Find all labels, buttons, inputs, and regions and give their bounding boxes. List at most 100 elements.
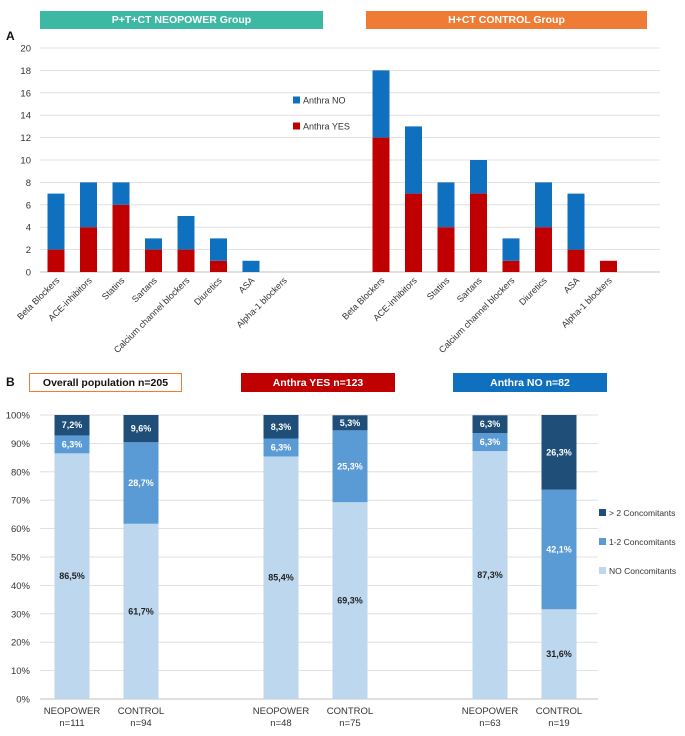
stacked-segment xyxy=(123,415,159,443)
anthra-no-banner: Anthra NO n=82 xyxy=(453,373,607,392)
x-category-n-label: n=94 xyxy=(130,718,151,729)
bar-anthra-no xyxy=(567,193,585,250)
y-tick-label: 10% xyxy=(11,666,31,677)
stacked-segment xyxy=(54,415,90,436)
y-tick-label: 2 xyxy=(26,245,31,256)
stacked-segment xyxy=(54,453,90,699)
y-tick-label: 4 xyxy=(26,223,31,234)
x-category-n-label: n=75 xyxy=(339,718,360,729)
neopower-group-banner: P+T+CT NEOPOWER Group xyxy=(40,11,323,29)
panel-b-letter: B xyxy=(6,375,15,389)
legend-swatch xyxy=(599,567,606,574)
data-label: 69,3% xyxy=(337,596,363,606)
stacked-segment xyxy=(541,415,577,490)
x-category-label: NEOPOWER xyxy=(44,706,101,717)
overall-population-banner: Overall population n=205 xyxy=(29,373,182,392)
y-tick-label: 20 xyxy=(20,44,31,55)
stacked-segment xyxy=(541,609,577,699)
data-label: 6,3% xyxy=(480,419,501,429)
control-group-banner: H+CT CONTROL Group xyxy=(366,11,647,29)
legend-swatch xyxy=(599,509,606,516)
data-label: 8,3% xyxy=(271,422,292,432)
x-category-label: NEOPOWER xyxy=(253,706,310,717)
bar-anthra-yes xyxy=(470,193,487,272)
bar-anthra-yes xyxy=(177,249,195,272)
bar-anthra-no xyxy=(242,260,260,272)
stacked-segment xyxy=(54,435,90,454)
legend-label: Anthra NO xyxy=(303,96,346,106)
x-category-label: NEOPOWER xyxy=(462,706,519,717)
stacked-segment xyxy=(332,415,368,431)
stacked-segment xyxy=(472,451,508,699)
y-tick-label: 0% xyxy=(16,695,30,706)
bar-anthra-yes xyxy=(112,204,130,272)
stacked-segment xyxy=(472,433,508,452)
bar-anthra-no xyxy=(112,182,130,205)
legend-label: > 2 Concomitants xyxy=(609,508,675,518)
y-tick-label: 40% xyxy=(11,581,31,592)
bar-anthra-no xyxy=(372,70,390,138)
x-category-label: CONTROL xyxy=(327,706,373,717)
y-tick-label: 70% xyxy=(11,496,31,507)
bar-anthra-yes xyxy=(80,227,97,272)
data-label: 28,7% xyxy=(128,478,154,488)
bar-anthra-yes xyxy=(600,260,617,272)
y-tick-label: 10 xyxy=(20,156,31,167)
data-label: 7,2% xyxy=(62,420,83,430)
bar-anthra-yes xyxy=(372,137,390,272)
panel-a-letter: A xyxy=(6,29,15,43)
data-label: 25,3% xyxy=(337,461,363,471)
y-tick-label: 30% xyxy=(11,609,31,620)
bar-anthra-no xyxy=(437,182,455,228)
data-label: 26,3% xyxy=(546,447,572,457)
data-label: 42,1% xyxy=(546,544,572,554)
bar-anthra-no xyxy=(535,182,552,228)
bar-anthra-yes xyxy=(437,227,455,272)
data-label: 31,6% xyxy=(546,649,572,659)
bar-anthra-yes xyxy=(210,260,227,272)
legend-label: NO Concomitants xyxy=(609,566,676,576)
y-tick-label: 50% xyxy=(11,553,31,564)
bar-anthra-no xyxy=(405,126,422,194)
bar-anthra-yes xyxy=(502,260,520,272)
data-label: 85,4% xyxy=(268,573,294,583)
legend-swatch xyxy=(599,538,606,545)
bar-anthra-no xyxy=(177,216,195,250)
y-tick-label: 100% xyxy=(6,411,31,422)
y-tick-label: 90% xyxy=(11,439,31,450)
bar-anthra-yes xyxy=(535,227,552,272)
data-label: 6,3% xyxy=(271,443,292,453)
data-label: 5,3% xyxy=(340,418,361,428)
y-tick-label: 16 xyxy=(20,88,31,99)
y-tick-label: 6 xyxy=(26,200,31,211)
x-category-label: CONTROL xyxy=(536,706,582,717)
stacked-segment xyxy=(123,523,159,699)
stacked-segment xyxy=(541,489,577,610)
legend-label: 1-2 Concomitants xyxy=(609,537,676,547)
bar-anthra-no xyxy=(502,238,520,261)
data-label: 6,3% xyxy=(480,437,501,447)
data-label: 61,7% xyxy=(128,606,154,616)
bar-anthra-no xyxy=(80,182,97,228)
x-category-n-label: n=111 xyxy=(59,718,84,729)
legend-label: Anthra YES xyxy=(303,122,350,132)
legend-swatch xyxy=(293,96,300,104)
y-tick-label: 12 xyxy=(20,133,31,144)
bar-anthra-yes xyxy=(145,249,162,272)
x-category-n-label: n=63 xyxy=(479,718,500,729)
bar-anthra-no xyxy=(210,238,227,261)
stacked-segment xyxy=(263,438,299,457)
bar-anthra-yes xyxy=(405,193,422,272)
y-tick-label: 18 xyxy=(20,66,31,77)
x-category-n-label: n=48 xyxy=(270,718,291,729)
y-tick-label: 8 xyxy=(26,178,31,189)
stacked-segment xyxy=(472,415,508,434)
stacked-segment xyxy=(263,415,299,439)
anthra-yes-banner: Anthra YES n=123 xyxy=(241,373,395,392)
x-category-n-label: n=19 xyxy=(548,718,569,729)
legend-swatch xyxy=(293,122,300,130)
bar-anthra-yes xyxy=(47,249,65,272)
y-tick-label: 20% xyxy=(11,638,31,649)
